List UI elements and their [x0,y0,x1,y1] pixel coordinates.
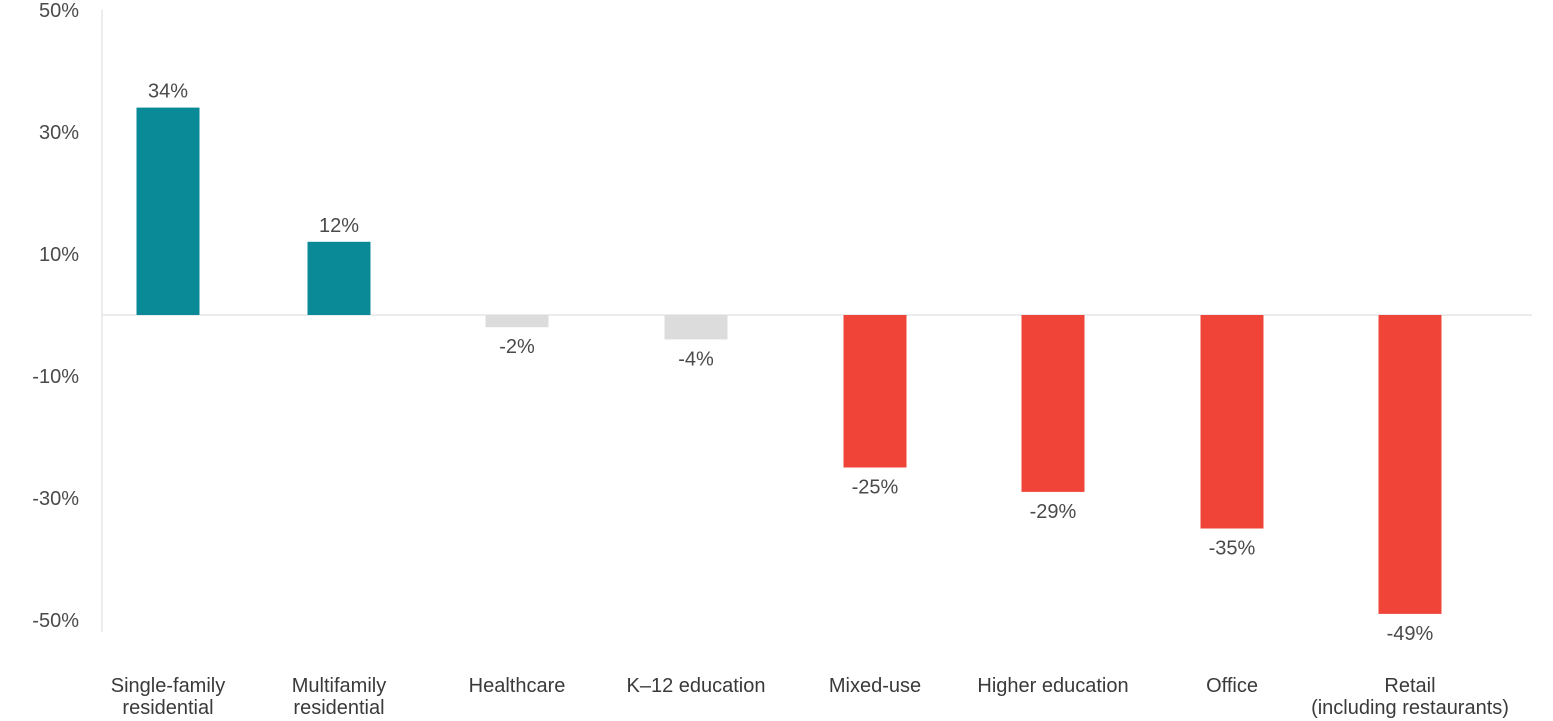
bars [136,107,1442,614]
data-labels: 34% 12% -2% -4% -25% -29% -35% -49% [148,81,1434,645]
data-label: -29% [1030,501,1077,523]
data-label: -4% [678,348,714,370]
bar [1378,315,1442,614]
bar [136,107,200,315]
y-axis: 50% 30% 10% -10% -30% -50% [32,0,103,633]
data-label: -49% [1387,623,1434,645]
category-label: Office [1206,675,1258,697]
y-tick-label: -10% [32,366,79,388]
bar [664,315,728,340]
data-label: 12% [319,215,359,237]
y-tick-label: 10% [39,244,79,266]
bar [1200,315,1264,529]
category-label: Retail [1384,675,1435,697]
category-label: Healthcare [469,675,566,697]
category-label: K–12 education [626,675,765,697]
data-label: 34% [148,81,188,103]
category-label: Single-family [111,675,225,697]
y-tick-label: -30% [32,488,79,510]
category-label: residential [293,697,384,719]
data-label: -2% [499,336,535,358]
data-label: -25% [852,477,899,499]
category-label: residential [122,697,213,719]
category-label: Higher education [977,675,1128,697]
bar [307,241,371,315]
x-axis-labels: Single-familyresidentialMultifamilyresid… [111,675,1509,719]
y-tick-label: 50% [39,0,79,22]
bar [843,315,907,468]
category-label: (including restaurants) [1311,697,1509,719]
category-label: Mixed-use [829,675,921,697]
bar [485,315,549,328]
y-tick-label: 30% [39,122,79,144]
data-label: -35% [1209,538,1256,560]
bar [1021,315,1085,492]
y-tick-label: -50% [32,610,79,632]
category-label: Multifamily [292,675,386,697]
